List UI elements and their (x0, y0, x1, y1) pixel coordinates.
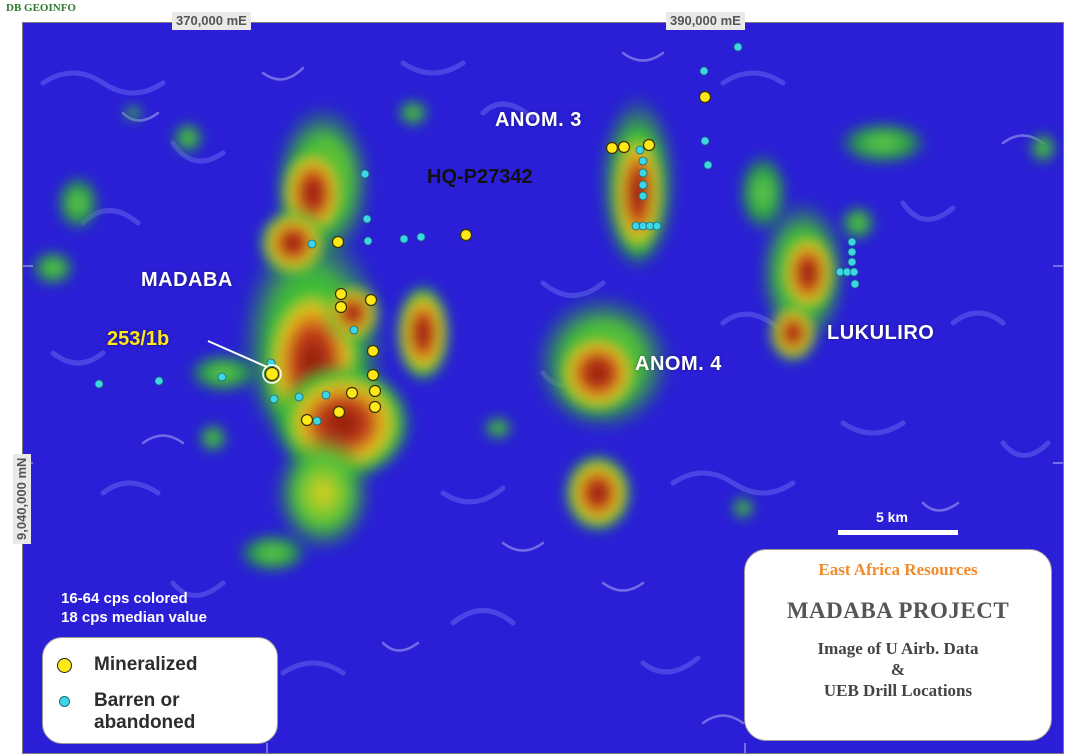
map-frame[interactable]: MADABA ANOM. 3 ANOM. 4 LUKULIRO HQ-P2734… (22, 22, 1064, 754)
barren-dot-icon (59, 696, 70, 707)
title-box: East Africa Resources MADABA PROJECT Ima… (744, 549, 1052, 741)
label-anom3: ANOM. 3 (495, 109, 582, 131)
texture (40, 60, 1051, 676)
label-madaba: MADABA (141, 269, 233, 291)
hole-253-1b-marker (262, 364, 282, 384)
hole-pointer (207, 340, 268, 368)
subtitle-line3: UEB Drill Locations (823, 681, 973, 700)
northing-label-9040000: 9,040,000 mN (13, 453, 31, 544)
legend-barren-line1: Barren or (94, 690, 180, 711)
mineralized-dot-icon (57, 658, 72, 673)
legend-barren-line2: abandoned (94, 712, 196, 733)
radiometric-map (23, 23, 1063, 753)
easting-label-370000: 370,000 mE (172, 12, 251, 30)
credit-label: DB GEOINFO (6, 2, 76, 14)
legend: Mineralized Barren or abandoned (42, 637, 278, 744)
legend-mineralized-label: Mineralized (94, 654, 198, 675)
scale-bar (838, 530, 958, 535)
map-subtitle: Image of U Airb. Data & UEB Drill Locati… (745, 638, 1051, 701)
scale-label: 5 km (876, 509, 908, 525)
subtitle-line2: & (890, 660, 906, 679)
label-licence: HQ-P27342 (427, 166, 533, 188)
legend-row-mineralized: Mineralized (57, 654, 197, 676)
company-name: East Africa Resources (818, 560, 978, 579)
project-title: MADABA PROJECT (786, 598, 1010, 623)
barren-holes (94, 42, 860, 426)
legend-row-barren: Barren or abandoned (57, 690, 195, 734)
easting-label-390000: 390,000 mE (666, 12, 745, 30)
label-lukuliro: LUKULIRO (827, 322, 935, 344)
label-anom4: ANOM. 4 (635, 353, 722, 375)
note-colored-range: 16-64 cps colored (61, 590, 188, 607)
label-hole-253-1b: 253/1b (107, 328, 170, 350)
subtitle-line1: Image of U Airb. Data (817, 639, 979, 658)
note-median: 18 cps median value (61, 609, 207, 626)
mineralized-holes (264, 90, 712, 427)
